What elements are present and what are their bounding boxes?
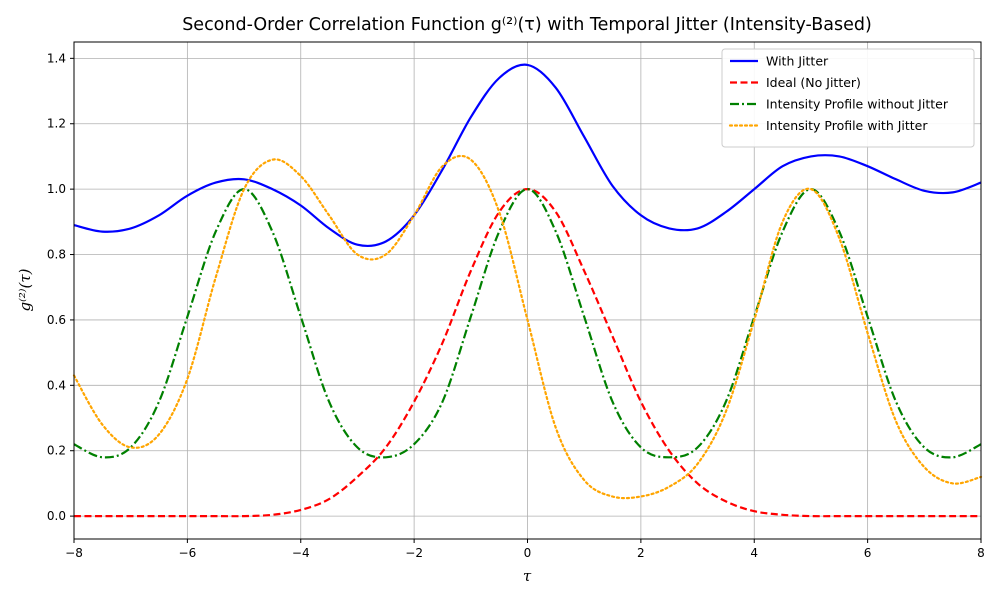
x-tick-label: −6 [179, 546, 197, 560]
y-tick-label: 0.4 [47, 378, 66, 392]
chart-title: Second-Order Correlation Function g⁽²⁾(τ… [182, 15, 872, 35]
legend-label-ideal-no-jitter: Ideal (No Jitter) [766, 75, 861, 90]
axis-ticks: −8 −6 −4 −2 0 2 4 6 8 0.0 0.2 0.4 0.6 0.8 1.0 1.2 1.4 [47, 51, 985, 560]
y-tick-label: 1.4 [47, 51, 66, 65]
series-layer [72, 63, 983, 518]
y-tick-label: 0.0 [47, 509, 66, 523]
x-tick-label: 0 [524, 546, 532, 560]
x-tick-label: 6 [864, 546, 872, 560]
legend-label-intensity-profile-with-jitter: Intensity Profile with Jitter [766, 118, 928, 133]
y-tick-label: 0.2 [47, 444, 66, 458]
x-tick-label: 4 [750, 546, 758, 560]
x-tick-label: 8 [977, 546, 985, 560]
series-line-with-jitter [73, 63, 982, 248]
y-tick-label: 0.6 [47, 313, 66, 327]
y-tick-label: 1.0 [47, 182, 66, 196]
y-tick-label: 0.8 [47, 248, 66, 262]
x-tick-label: −8 [65, 546, 83, 560]
series-line-ideal-no-jitter [74, 187, 981, 518]
x-tick-label: 2 [637, 546, 645, 560]
x-tick-label: −2 [405, 546, 423, 560]
legend: With Jitter Ideal (No Jitter) Intensity Pr… [721, 48, 975, 148]
legend-label-with-jitter: With Jitter [766, 54, 829, 69]
y-axis-label: g⁽²⁾(τ) [16, 268, 34, 311]
x-tick-label: −4 [292, 546, 310, 560]
legend-label-intensity-profile-without-jitter: Intensity Profile without Jitter [766, 97, 949, 112]
x-axis-label: τ [523, 567, 532, 585]
y-tick-label: 1.2 [47, 117, 66, 131]
plot-frame [73, 41, 982, 540]
series-line-intensity-profile-with-jitter [72, 154, 983, 500]
legend-box [721, 48, 975, 148]
